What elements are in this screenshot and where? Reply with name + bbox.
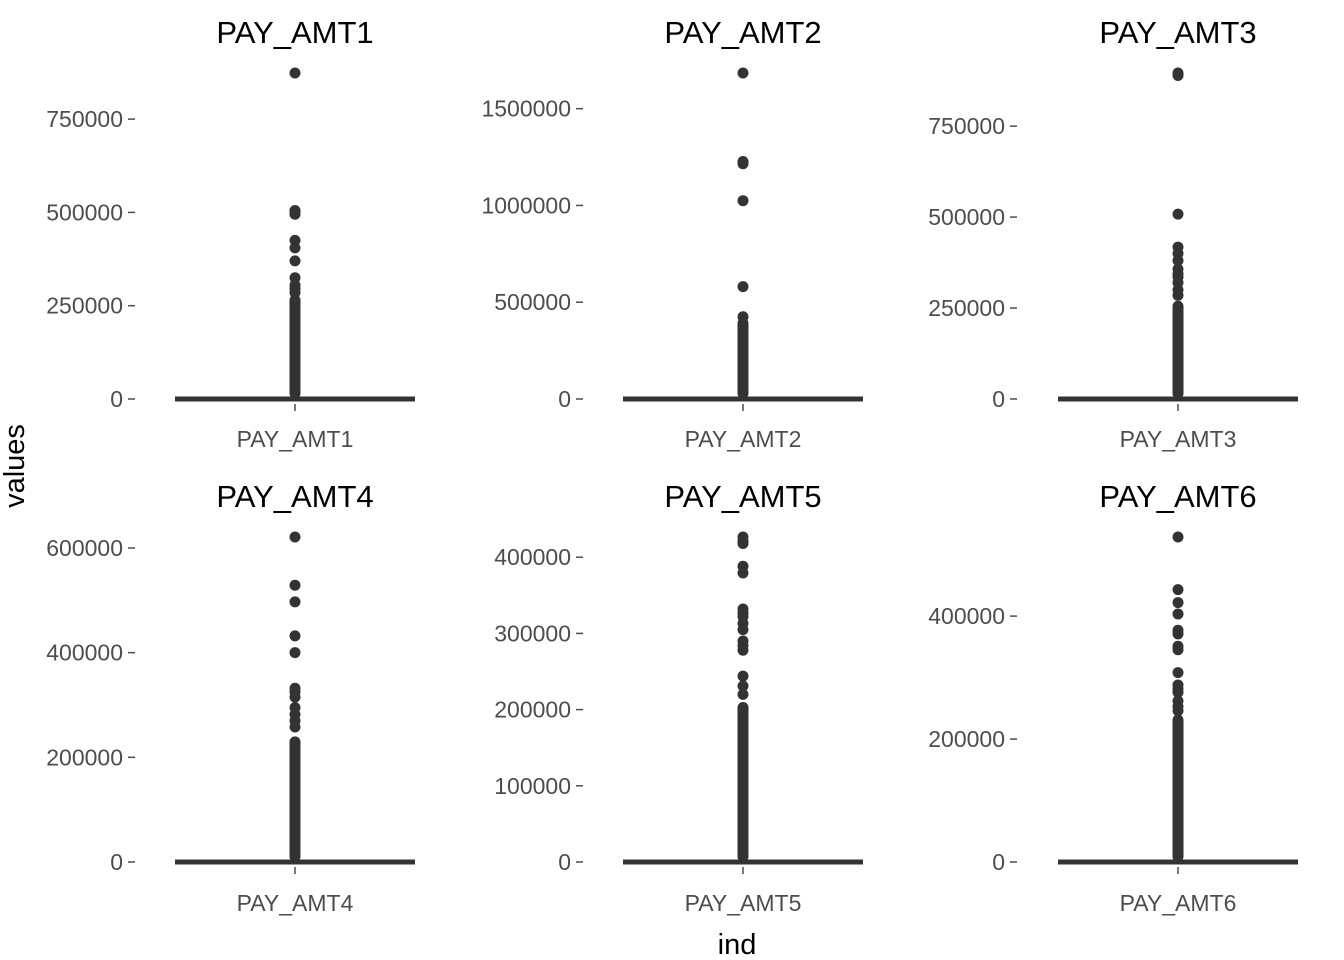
box-median bbox=[623, 396, 863, 402]
box-median bbox=[1058, 859, 1298, 865]
y-tick-label: 0 bbox=[558, 849, 571, 875]
outlier-point bbox=[289, 579, 301, 591]
outlier-point bbox=[737, 670, 749, 682]
outlier-point bbox=[289, 208, 301, 220]
outlier-point bbox=[1172, 70, 1184, 82]
y-tick-label: 600000 bbox=[46, 535, 123, 561]
outlier-band bbox=[289, 736, 301, 862]
y-tick-label: 1000000 bbox=[481, 192, 571, 218]
outlier-point bbox=[737, 281, 749, 293]
y-tick-label: 0 bbox=[558, 386, 571, 412]
y-tick-label: 200000 bbox=[494, 697, 571, 723]
outlier-point bbox=[289, 531, 301, 543]
y-tick-label: 1500000 bbox=[481, 96, 571, 122]
x-axis-label: ind bbox=[718, 929, 757, 960]
outlier-point bbox=[737, 567, 749, 579]
outlier-point bbox=[289, 287, 301, 299]
facet-panel: PAY_AMT3 0 250000 500000 750000 PAY_AMT3 bbox=[928, 15, 1298, 452]
outlier-point bbox=[289, 596, 301, 608]
outlier-band bbox=[289, 294, 301, 399]
outlier-point bbox=[737, 538, 749, 550]
outlier-point bbox=[289, 242, 301, 254]
y-tick-label: 100000 bbox=[494, 773, 571, 799]
y-tick-label: 200000 bbox=[928, 726, 1005, 752]
y-tick-label: 0 bbox=[110, 386, 123, 412]
outlier-point bbox=[1172, 289, 1184, 301]
y-tick-label: 500000 bbox=[928, 204, 1005, 230]
y-tick-label: 500000 bbox=[494, 289, 571, 315]
box-median bbox=[1058, 396, 1298, 402]
outlier-point bbox=[737, 67, 749, 79]
outlier-point bbox=[289, 255, 301, 267]
x-tick-label: PAY_AMT5 bbox=[685, 890, 802, 916]
outlier-point bbox=[1172, 667, 1184, 679]
x-tick-label: PAY_AMT6 bbox=[1120, 890, 1237, 916]
outlier-point bbox=[1172, 208, 1184, 220]
facet-title: PAY_AMT3 bbox=[1099, 15, 1256, 50]
outlier-point bbox=[1172, 644, 1184, 656]
y-tick-label: 250000 bbox=[928, 295, 1005, 321]
facet-title: PAY_AMT4 bbox=[216, 479, 373, 514]
outlier-point bbox=[1172, 584, 1184, 596]
facet-panel: PAY_AMT2 0 500000 1000000 1500000 PAY_AMT2 bbox=[481, 15, 863, 452]
box-median bbox=[175, 859, 415, 865]
x-tick-label: PAY_AMT1 bbox=[237, 426, 354, 452]
y-tick-label: 500000 bbox=[46, 199, 123, 225]
facet-title: PAY_AMT6 bbox=[1099, 479, 1256, 514]
x-tick-label: PAY_AMT4 bbox=[237, 890, 354, 916]
facet-title: PAY_AMT1 bbox=[216, 15, 373, 50]
outlier-point bbox=[1172, 686, 1184, 698]
y-axis-label: values bbox=[0, 424, 31, 508]
y-tick-label: 200000 bbox=[46, 744, 123, 770]
outlier-band bbox=[737, 701, 749, 862]
outlier-point bbox=[1172, 531, 1184, 543]
x-tick-label: PAY_AMT3 bbox=[1120, 426, 1237, 452]
facet-panel: PAY_AMT4 0 200000 400000 600000 PAY_AMT4 bbox=[46, 479, 415, 916]
y-tick-label: 0 bbox=[110, 849, 123, 875]
x-tick-label: PAY_AMT2 bbox=[685, 426, 802, 452]
outlier-band bbox=[1172, 714, 1184, 862]
outlier-point bbox=[1172, 597, 1184, 609]
outlier-point bbox=[289, 721, 301, 733]
outlier-point bbox=[1172, 608, 1184, 620]
y-tick-label: 250000 bbox=[46, 293, 123, 319]
facet-title: PAY_AMT2 bbox=[664, 15, 821, 50]
outlier-point bbox=[1172, 705, 1184, 717]
outlier-band bbox=[737, 317, 749, 399]
outlier-point bbox=[1172, 255, 1184, 267]
outlier-point bbox=[737, 680, 749, 692]
box-median bbox=[623, 859, 863, 865]
y-tick-label: 400000 bbox=[494, 544, 571, 570]
outlier-point bbox=[289, 691, 301, 703]
y-tick-label: 300000 bbox=[494, 620, 571, 646]
outlier-point bbox=[737, 688, 749, 700]
y-tick-label: 750000 bbox=[46, 106, 123, 132]
outlier-point bbox=[737, 644, 749, 656]
facet-panel: PAY_AMT6 0 200000 400000 PAY_AMT6 bbox=[928, 479, 1298, 916]
outlier-point bbox=[737, 624, 749, 636]
y-tick-label: 400000 bbox=[928, 603, 1005, 629]
outlier-point bbox=[1172, 628, 1184, 640]
outlier-point bbox=[289, 630, 301, 642]
outlier-point bbox=[737, 158, 749, 170]
outlier-point bbox=[737, 311, 749, 323]
y-tick-label: 0 bbox=[992, 386, 1005, 412]
y-tick-label: 0 bbox=[992, 849, 1005, 875]
outlier-point bbox=[289, 647, 301, 659]
y-tick-label: 750000 bbox=[928, 113, 1005, 139]
box-median bbox=[175, 396, 415, 402]
y-tick-label: 400000 bbox=[46, 640, 123, 666]
facet-title: PAY_AMT5 bbox=[664, 479, 821, 514]
facet-panel: PAY_AMT5 0 100000 200000 300000 400000 PAY_AMT… bbox=[494, 479, 863, 916]
facet-panel: PAY_AMT1 0 250000 500000 750000 PAY_AMT1 bbox=[46, 15, 415, 452]
outlier-point bbox=[737, 195, 749, 207]
outlier-point bbox=[289, 67, 301, 79]
outlier-band bbox=[1172, 300, 1184, 399]
